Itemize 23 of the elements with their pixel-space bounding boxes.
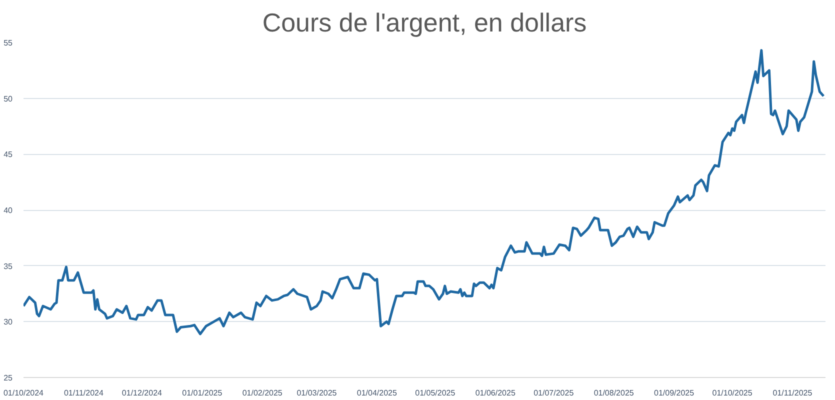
chart-title: Cours de l'argent, en dollars <box>262 8 587 38</box>
x-tick-label: 01/10/2024 <box>3 388 44 398</box>
x-tick-label: 01/01/2025 <box>182 388 223 398</box>
x-tick-label: 01/04/2025 <box>356 388 398 398</box>
y-tick-label: 30 <box>4 318 14 327</box>
x-tick-label: 01/10/2025 <box>712 388 753 398</box>
x-tick-label: 01/08/2025 <box>594 388 634 398</box>
y-tick-label: 25 <box>4 374 14 382</box>
y-tick-label: 40 <box>4 206 14 215</box>
x-tick-label: 01/05/2025 <box>415 388 456 398</box>
x-tick-label: 01/03/2025 <box>296 388 338 398</box>
y-tick-label: 55 <box>4 38 14 48</box>
y-tick-label: 50 <box>4 94 14 104</box>
x-tick-label: 01/11/2025 <box>772 388 813 398</box>
x-tick-label: 01/06/2025 <box>475 388 516 398</box>
x-tick-label: 01/09/2025 <box>654 388 695 398</box>
x-tick-label: 01/02/2025 <box>242 388 283 398</box>
x-tick-label: 01/11/2024 <box>64 388 104 398</box>
y-tick-label: 35 <box>4 262 14 271</box>
y-tick-label: 45 <box>4 150 14 160</box>
x-tick-label: 01/07/2025 <box>534 388 574 398</box>
x-tick-label: 01/12/2024 <box>122 388 163 398</box>
line-series <box>24 49 825 336</box>
